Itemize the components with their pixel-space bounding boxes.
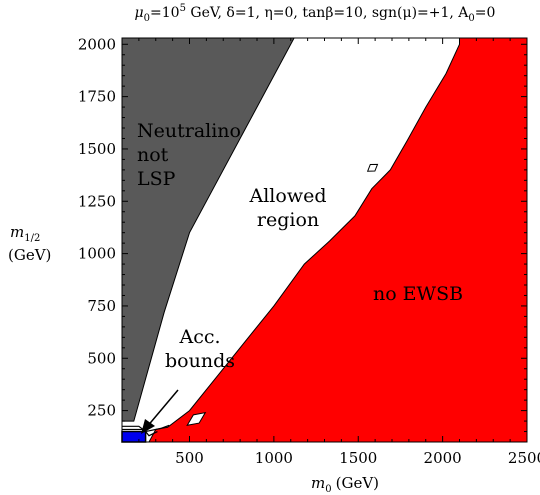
x-axis-label: m0 (GeV) [311, 474, 379, 495]
y-tick-label-5: 1500 [78, 140, 116, 158]
region-label-2-1: bounds [165, 350, 235, 372]
y-tick-label-6: 1750 [78, 88, 116, 106]
y-axis-unit: (GeV) [8, 246, 51, 264]
allowed-island-2 [366, 163, 379, 172]
region-label-1-0: no EWSB [373, 283, 463, 305]
boundary-contour-lower [122, 428, 158, 437]
x-tick-label-2: 1500 [339, 449, 377, 467]
y-tick-label-4: 1250 [78, 192, 116, 210]
acc-bounds-arrow-head [141, 419, 155, 434]
acc-bounds-arrow-line [145, 389, 179, 429]
y-tick-label-7: 2000 [78, 35, 116, 53]
x-tick-label-3: 2000 [424, 449, 462, 467]
y-tick-label-0: 250 [87, 402, 116, 420]
allowed-island-1 [186, 411, 207, 426]
region-label-0-1: not [137, 144, 169, 166]
x-tick-label-0: 500 [175, 449, 204, 467]
region-label-0-2: LSP [137, 168, 176, 190]
axes: 500 1000 1500 2000 2500 250 500 750 1000 1250 1500… [78, 35, 540, 467]
y-axis-label: m1/2 [10, 223, 40, 244]
x-tick-label-4: 2500 [508, 449, 540, 467]
annotation-0-1: region [257, 209, 319, 231]
y-tick-label-1: 500 [87, 349, 116, 367]
x-tick-label-1: 1000 [255, 449, 293, 467]
region-label-0-0: Neutralino [137, 120, 241, 142]
y-tick-label-2: 750 [87, 297, 116, 315]
annotation-0-0: Allowed [249, 185, 327, 207]
region-label-2-0: Acc. [178, 326, 220, 348]
chart-title: μ0=105 GeV, δ=1, η=0, tanβ=10, sgn(μ)=+1… [135, 3, 496, 24]
y-tick-label-3: 1000 [78, 245, 116, 263]
